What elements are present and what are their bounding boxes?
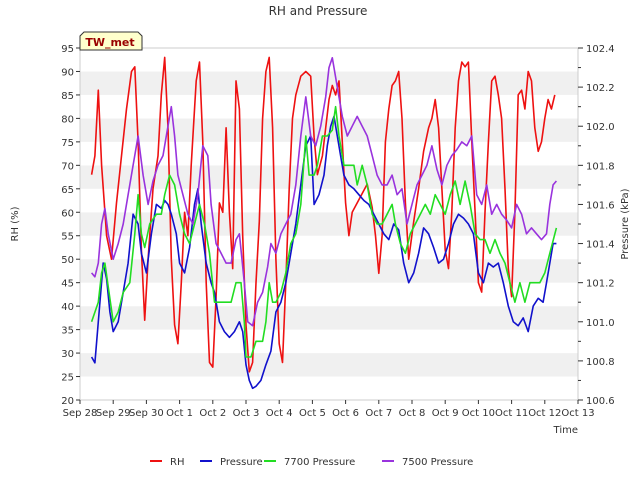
x-tick-label: Oct 13 (561, 408, 594, 419)
right-tick-label: 102.2 (586, 83, 615, 94)
grid-band (80, 259, 578, 283)
x-tick-label: Oct 3 (233, 408, 260, 419)
station-badge: TW_met (79, 31, 143, 51)
station-badge-shape (79, 31, 143, 51)
right-tick-label: 100.8 (586, 357, 615, 368)
left-tick-label: 35 (61, 326, 74, 337)
grid-band (80, 306, 578, 330)
x-tick-label: Oct 11 (495, 408, 528, 419)
x-axis-label: Time (553, 425, 578, 436)
x-tick-label: Sep 29 (96, 408, 131, 419)
series-line-rh (90, 56, 556, 373)
grid-band (80, 188, 578, 213)
series-line-7700-pressure (90, 105, 558, 358)
x-tick-label: Sep 28 (63, 408, 98, 419)
grid-band (80, 94, 578, 119)
legend: RH Pressure 7700 Pressure 7500 Pressure (150, 457, 473, 468)
x-tick-label: Oct 10 (462, 408, 495, 419)
right-tick-label: 101.8 (586, 161, 615, 172)
grid-band (80, 376, 578, 400)
x-tick-label: Oct 4 (266, 408, 293, 419)
legend-label: 7500 Pressure (402, 457, 473, 468)
left-tick-label: 45 (61, 279, 74, 290)
grid-band (80, 353, 578, 377)
left-tick-label: 25 (61, 373, 74, 384)
left-tick-label: 50 (61, 255, 74, 266)
x-tick-label: Oct 6 (332, 408, 359, 419)
x-tick-label: Oct 1 (166, 408, 193, 419)
series-line-pressure (90, 115, 557, 390)
station-label: TW_met (85, 36, 134, 49)
x-tick-label: Oct 9 (432, 408, 459, 419)
right-tick-label: 102.4 (586, 44, 615, 55)
right-tick-label: 101.6 (586, 200, 615, 211)
series-layer (90, 56, 558, 390)
left-tick-label: 80 (61, 114, 74, 125)
x-tick-label: Oct 2 (199, 408, 226, 419)
grid-band (80, 235, 578, 260)
chart-title: RH and Pressure (269, 4, 368, 18)
y-axis-right-label: Pressure (kPa) (620, 188, 631, 259)
grid-band (80, 71, 578, 95)
left-tick-label: 95 (61, 44, 74, 55)
left-tick-label: 85 (61, 91, 74, 102)
x-tick-label: Oct 12 (528, 408, 561, 419)
x-tick-label: Sep 30 (129, 408, 164, 419)
legend-label: RH (170, 457, 184, 468)
legend-label: 7700 Pressure (284, 457, 355, 468)
right-tick-label: 101.0 (586, 318, 615, 329)
right-tick-label: 100.6 (586, 396, 615, 407)
x-tick-label: Oct 5 (299, 408, 326, 419)
left-tick-label: 20 (61, 396, 74, 407)
left-tick-label: 60 (61, 208, 74, 219)
left-tick-label: 40 (61, 302, 74, 313)
grid-band (80, 282, 578, 307)
grid-band (80, 48, 578, 72)
right-tick-label: 102.0 (586, 122, 615, 133)
x-tick-label: Oct 8 (399, 408, 426, 419)
left-tick-label: 70 (61, 161, 74, 172)
right-tick-label: 101.4 (586, 240, 615, 251)
left-tick-label: 65 (61, 185, 74, 196)
left-axis: 20 25 30 35 40 45 50 55 60 65 70 75 80 85 90 95 (61, 44, 80, 407)
grid-band (80, 329, 578, 354)
grid-band (80, 118, 578, 142)
y-axis-left-label: RH (%) (10, 206, 21, 241)
series-line-7500-pressure (90, 57, 558, 327)
legend-label: Pressure (220, 457, 263, 468)
left-tick-label: 30 (61, 349, 74, 360)
right-tick-label: 101.2 (586, 279, 615, 290)
left-tick-label: 90 (61, 67, 74, 78)
left-tick-label: 55 (61, 232, 74, 243)
x-tick-label: Oct 7 (365, 408, 392, 419)
left-tick-label: 75 (61, 138, 74, 149)
right-axis: 100.6 100.8 101.0 101.2 101.4 101.6 101.8 102.0… (578, 44, 615, 407)
